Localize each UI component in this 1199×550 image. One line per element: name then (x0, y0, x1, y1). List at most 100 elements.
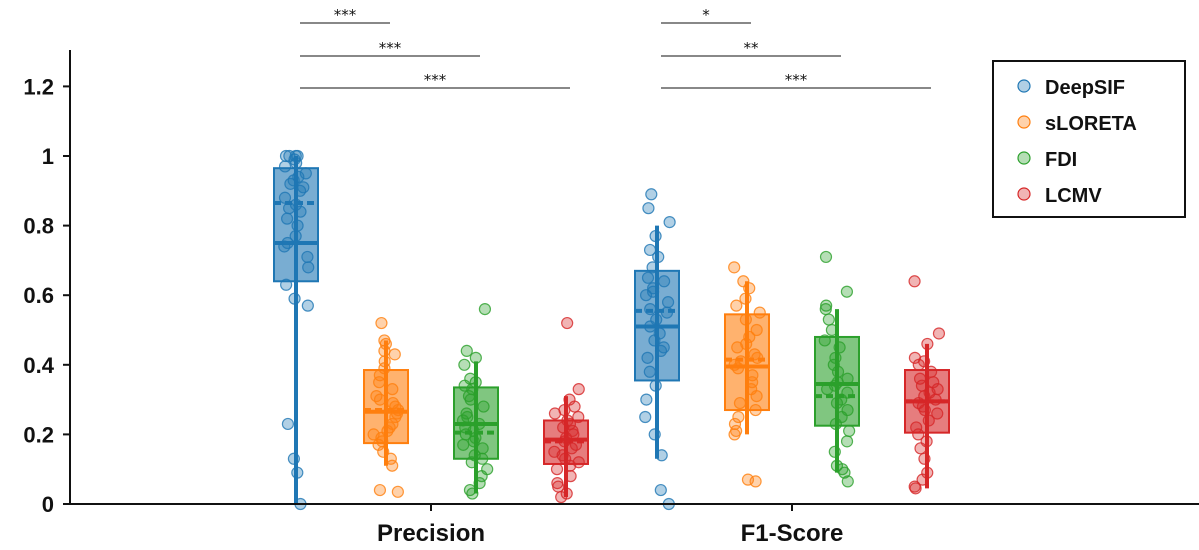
data-point (921, 337, 934, 351)
data-point (840, 435, 854, 448)
data-point (639, 410, 652, 424)
data-point (372, 438, 385, 451)
data-point (646, 261, 659, 274)
box-LCMV-F1-Score (904, 275, 950, 495)
data-point (654, 344, 668, 357)
data-point (464, 393, 477, 406)
data-point (820, 299, 833, 312)
data-point (753, 306, 766, 319)
data-point (648, 334, 661, 347)
legend-item-sLORETA: sLORETA (1017, 113, 1137, 135)
plot-area (273, 149, 950, 511)
data-point (909, 482, 922, 495)
data-point (731, 362, 745, 375)
data-point (388, 348, 401, 361)
data-point (728, 261, 741, 274)
data-point (825, 323, 839, 337)
y-tick-label: 1.2 (23, 74, 54, 99)
data-point (843, 424, 856, 438)
box-FDI-Precision (453, 303, 499, 500)
legend-marker (1017, 79, 1031, 93)
data-point (293, 184, 307, 197)
data-point (819, 250, 833, 264)
data-point (922, 414, 935, 427)
data-point (743, 282, 756, 295)
data-point (641, 271, 655, 284)
data-point (918, 403, 931, 417)
significance-label: *** (334, 6, 357, 24)
data-point (932, 327, 946, 340)
data-point (739, 313, 752, 326)
data-point (281, 417, 295, 431)
data-point (639, 289, 653, 302)
data-point (918, 452, 931, 465)
data-point (302, 261, 315, 274)
data-point (568, 400, 581, 413)
data-point (473, 477, 486, 490)
legend-item-FDI: FDI (1017, 149, 1077, 171)
data-point (661, 296, 675, 309)
data-point (572, 383, 585, 396)
data-point (749, 475, 762, 488)
data-point (822, 313, 835, 326)
data-point (740, 337, 753, 351)
data-point (732, 410, 745, 424)
data-point (908, 275, 921, 288)
data-point (564, 470, 577, 483)
data-point (373, 393, 387, 406)
legend-item-DeepSIF: DeepSIF (1017, 77, 1125, 99)
data-point (386, 459, 399, 472)
significance-label: *** (785, 71, 808, 89)
data-point (477, 400, 490, 413)
data-point (818, 334, 831, 347)
data-point (564, 459, 577, 472)
data-point (641, 351, 654, 364)
significance-label: * (702, 6, 710, 24)
data-point (644, 320, 657, 333)
data-point (733, 396, 747, 410)
data-point (389, 410, 402, 424)
legend: DeepSIF sLORETA FDI LCMV (992, 60, 1186, 218)
data-point (558, 435, 571, 448)
legend-marker (1017, 151, 1031, 165)
data-point (828, 445, 841, 458)
data-point (299, 167, 312, 180)
data-point (731, 341, 744, 354)
data-point (654, 483, 667, 497)
data-point (565, 442, 578, 455)
legend-label: sLORETA (1045, 113, 1137, 135)
data-point (655, 449, 668, 462)
data-point (555, 490, 568, 504)
data-point (728, 428, 741, 441)
data-point (660, 306, 674, 319)
data-point (373, 376, 386, 389)
data-point (289, 198, 303, 211)
x-tick-label: Precision (377, 520, 485, 547)
data-point (643, 243, 657, 257)
data-point (386, 383, 399, 396)
data-point (734, 355, 747, 368)
data-point (458, 379, 471, 392)
data-point (283, 202, 296, 215)
data-point (301, 250, 314, 264)
legend-box (992, 60, 1186, 218)
data-point (456, 414, 470, 427)
data-point (640, 393, 653, 406)
data-point (287, 452, 301, 465)
data-point (391, 485, 404, 498)
significance-label: *** (379, 39, 402, 57)
significance-label: *** (424, 71, 447, 89)
data-point (290, 156, 303, 170)
data-point (648, 428, 661, 441)
data-point (373, 483, 387, 497)
legend-label: DeepSIF (1045, 77, 1125, 99)
data-point (466, 487, 479, 500)
data-point (468, 449, 481, 462)
data-point (288, 292, 301, 305)
significance-label: ** (744, 39, 760, 57)
data-point (469, 376, 482, 389)
data-point (458, 358, 471, 371)
data-point (728, 358, 741, 371)
data-point (663, 216, 676, 229)
data-point (289, 229, 302, 243)
